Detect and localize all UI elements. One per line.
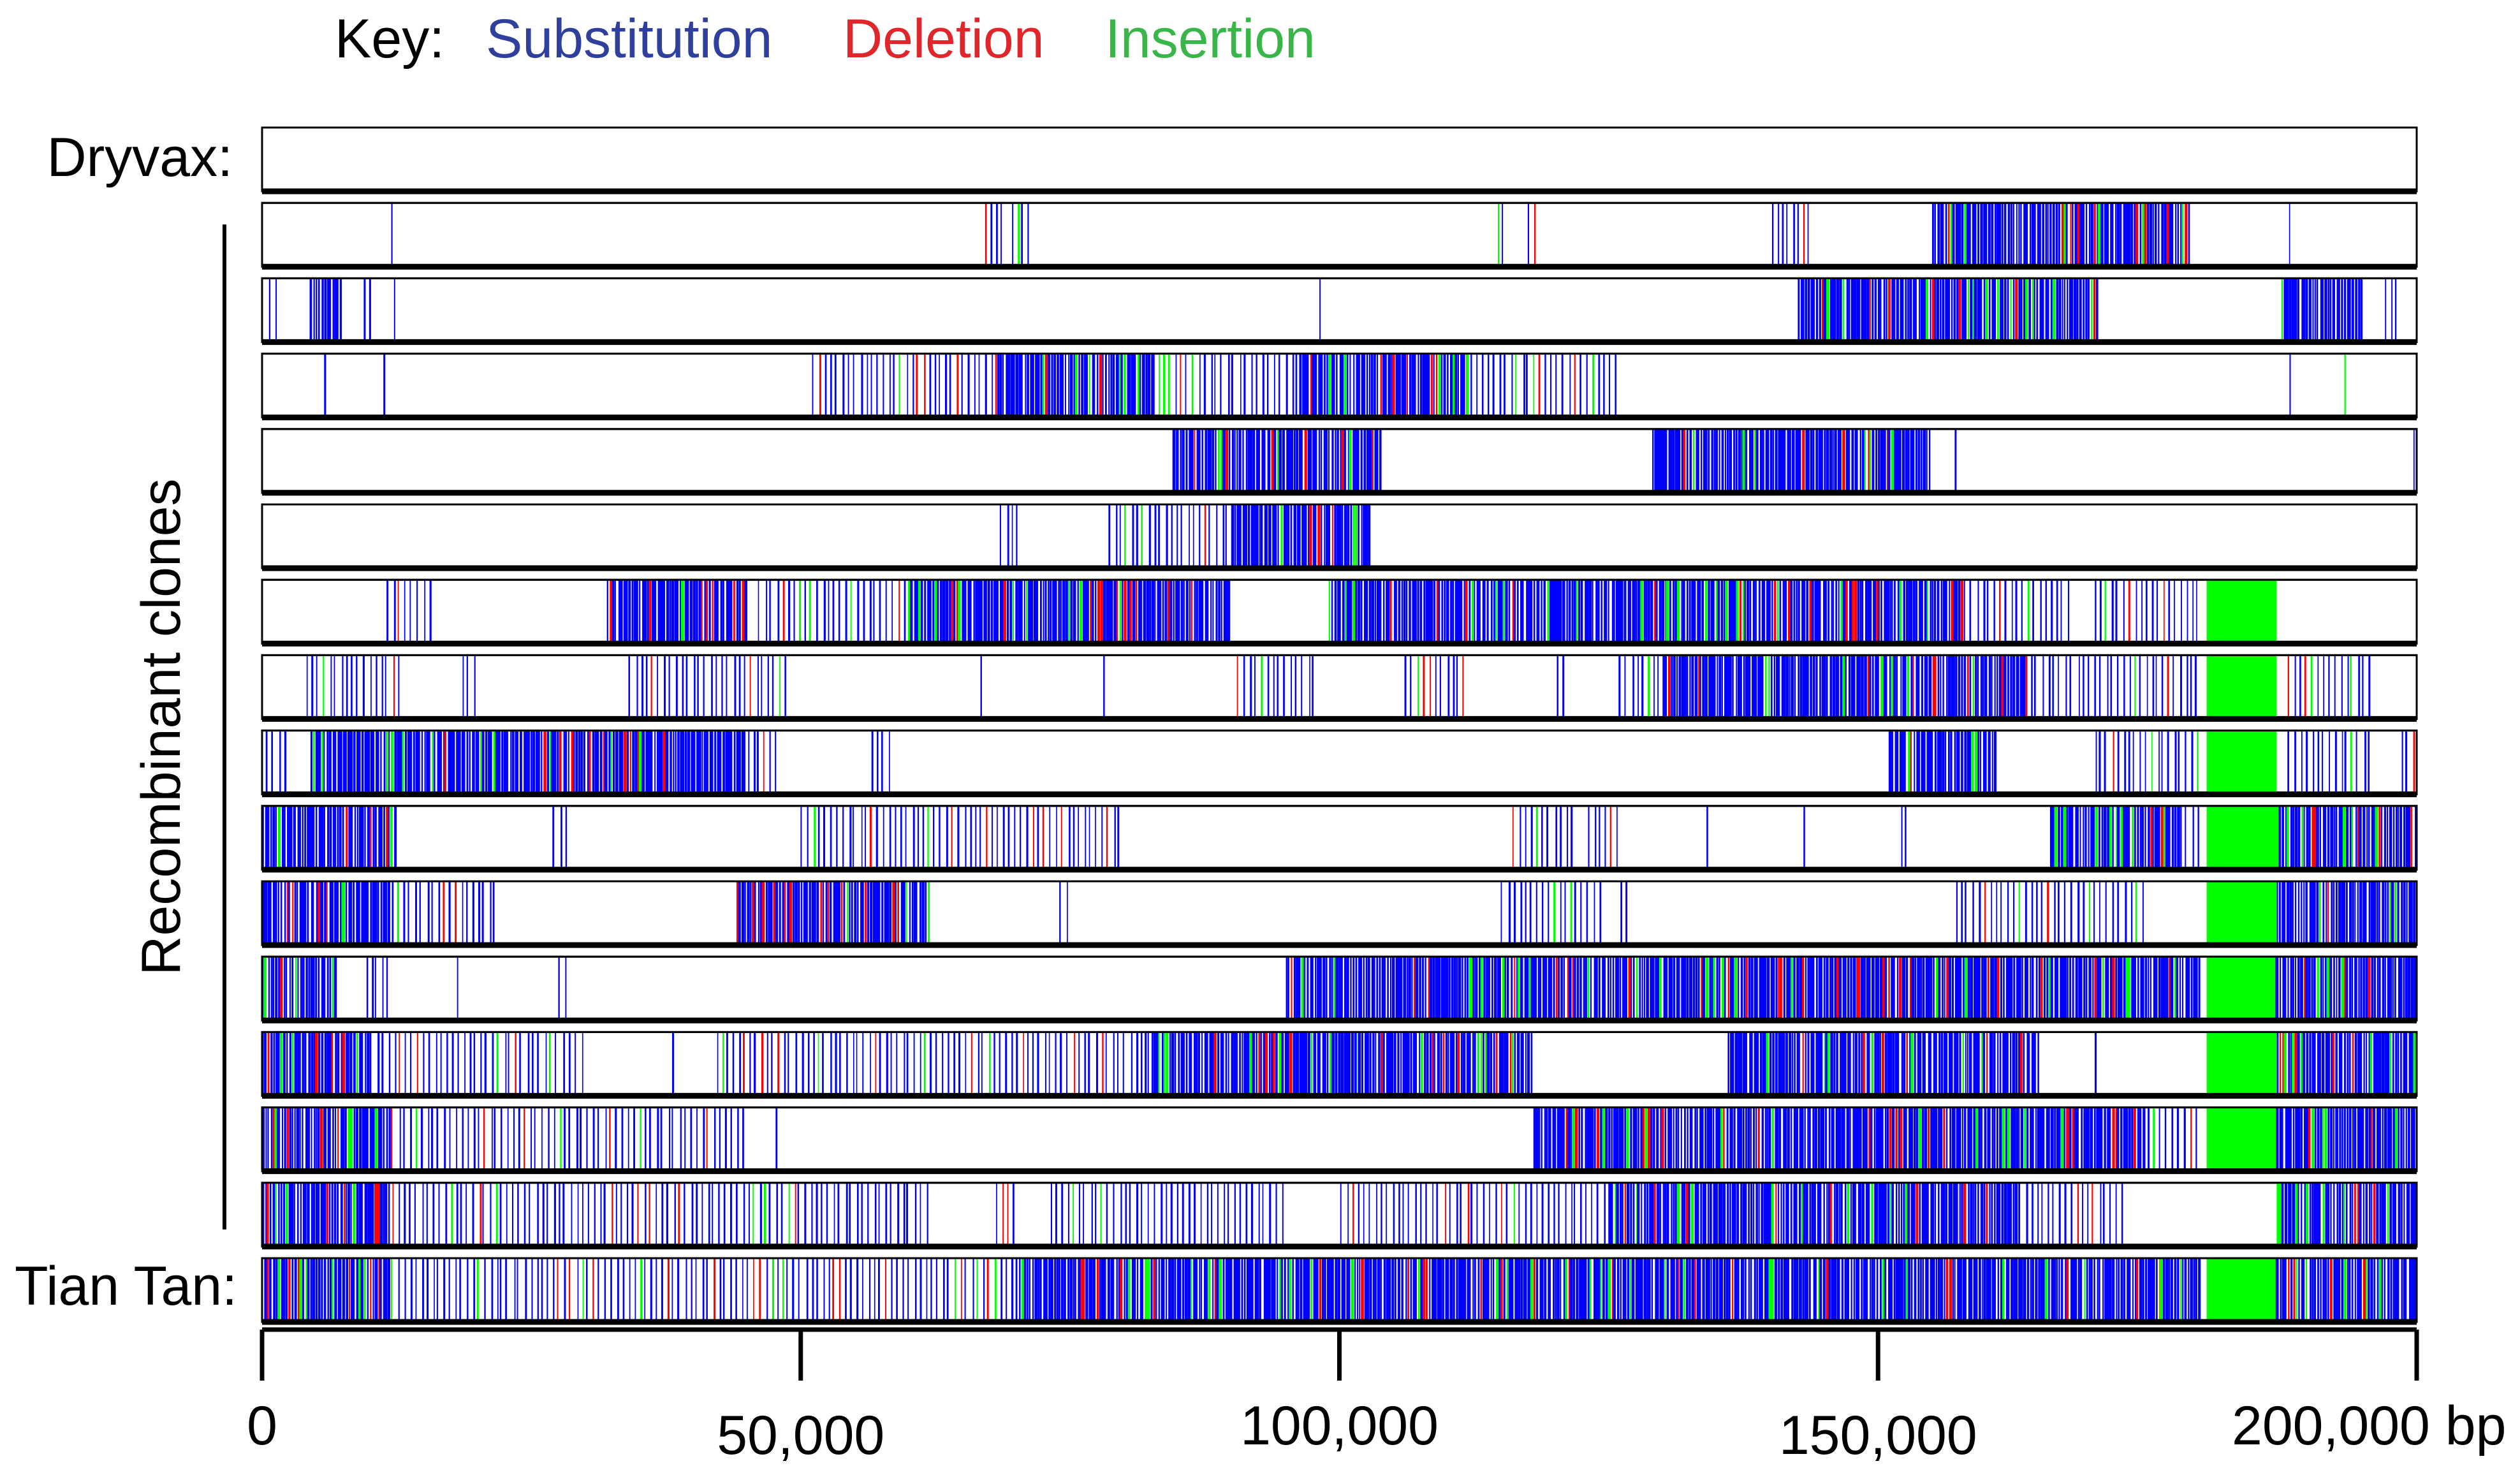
insertion-block xyxy=(2206,1032,2277,1096)
dryvax-label: Dryvax: xyxy=(47,127,233,188)
insertion-block xyxy=(2206,1107,2277,1171)
legend-title: Key: xyxy=(335,8,444,70)
track-frame xyxy=(261,1106,2418,1173)
variant-marks xyxy=(262,1032,2417,1096)
legend-substitution: Substitution xyxy=(486,8,772,70)
track-clone-7 xyxy=(261,654,2418,722)
track-frame xyxy=(261,202,2418,268)
variant-marks xyxy=(268,278,2397,342)
track-tian-tan xyxy=(261,1257,2418,1325)
track-clone-11 xyxy=(261,955,2418,1023)
x-axis: 0 50,000 100,000 150,000 200,000 bp xyxy=(247,1327,2506,1466)
track-clone-10 xyxy=(261,880,2418,948)
variant-marks xyxy=(262,805,2417,870)
insertion-block xyxy=(2206,805,2277,870)
variant-marks xyxy=(391,203,2290,267)
x-tick-label: 50,000 xyxy=(717,1405,884,1466)
track-frame xyxy=(261,428,2418,494)
variant-marks xyxy=(262,1107,2415,1171)
legend-insertion: Insertion xyxy=(1105,8,1315,70)
insertion-block xyxy=(2206,1258,2277,1322)
insertion-block xyxy=(2206,881,2277,945)
variant-marks xyxy=(265,730,2415,795)
track-clone-9 xyxy=(261,805,2418,873)
track-clone-6 xyxy=(261,578,2418,647)
insertion-block xyxy=(2206,655,2277,719)
track-clone-8 xyxy=(261,730,2418,798)
insertion-block xyxy=(2206,580,2277,644)
x-tick-label: 0 xyxy=(247,1395,277,1456)
tian-tan-label: Tian Tan: xyxy=(15,1256,237,1317)
track-dryvax xyxy=(261,126,2418,194)
variant-marks xyxy=(1172,429,2415,493)
variant-marks xyxy=(999,504,1371,568)
track-clone-14 xyxy=(261,1182,2418,1250)
x-tick-label: 100,000 xyxy=(1240,1395,1439,1456)
track-frame xyxy=(261,654,2418,720)
variant-marks xyxy=(386,580,2277,644)
track-frame xyxy=(261,353,2418,419)
track-frame xyxy=(261,126,2418,193)
variant-marks xyxy=(262,881,2416,945)
legend-deletion: Deletion xyxy=(843,8,1044,70)
legend: Key: Substitution Deletion Insertion xyxy=(335,8,1315,70)
track-frame xyxy=(261,1182,2418,1248)
variant-marks xyxy=(324,353,2346,418)
insertion-block xyxy=(2206,730,2277,795)
track-clone-13 xyxy=(261,1106,2418,1175)
x-tick-label: 150,000 xyxy=(1779,1405,1977,1466)
track-clone-5 xyxy=(261,503,2418,571)
track-clone-2 xyxy=(261,277,2418,345)
x-tick-label: 200,000 bp xyxy=(2232,1395,2506,1456)
track-clone-1 xyxy=(261,202,2418,270)
variant-marks xyxy=(262,1182,2416,1247)
track-clone-3 xyxy=(261,353,2418,421)
tracks xyxy=(261,126,2418,1325)
variant-marks xyxy=(306,655,2371,719)
track-clone-4 xyxy=(261,428,2418,496)
insertion-block xyxy=(2206,957,2277,1021)
recombinant-clones-label: Recombinant clones xyxy=(131,478,192,975)
track-clone-12 xyxy=(261,1031,2418,1099)
variant-marks xyxy=(262,957,2417,1021)
variant-marks xyxy=(262,1258,2417,1322)
